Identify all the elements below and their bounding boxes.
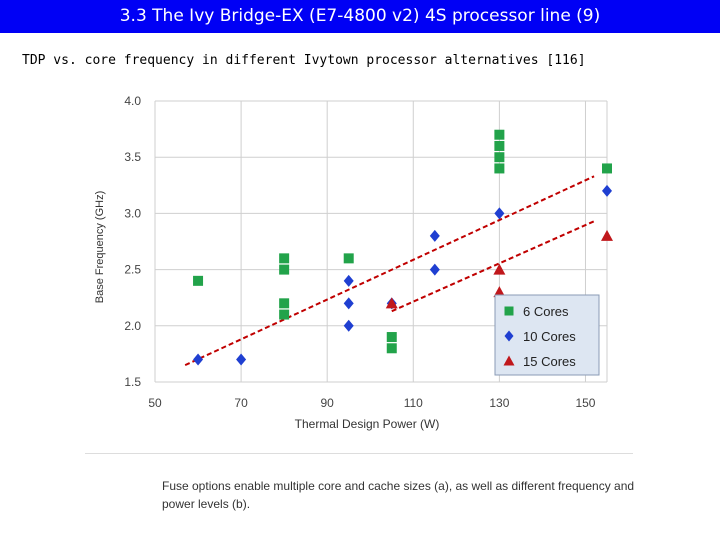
- point-6-cores: [494, 129, 505, 140]
- point-6-cores: [279, 298, 290, 309]
- y-tick-label: 2.5: [124, 263, 141, 277]
- slide-subtitle: TDP vs. core frequency in different Ivyt…: [22, 53, 586, 68]
- y-tick-label: 4.0: [124, 94, 141, 108]
- point-15-cores: [385, 297, 398, 309]
- trendline-layer: [184, 175, 595, 367]
- y-tick-label: 3.5: [124, 150, 141, 164]
- legend-label: 6 Cores: [523, 304, 569, 319]
- point-6-cores: [386, 332, 397, 343]
- point-10-cores: [193, 353, 204, 366]
- point-10-cores: [429, 229, 440, 242]
- grid-layer: [154, 100, 608, 383]
- point-6-cores: [279, 253, 290, 264]
- tick-labels: 1.5 2.0 2.5 3.0 3.5 4.0 50 70 90 110 130 150: [124, 94, 595, 410]
- y-tick-label: 3.0: [124, 206, 141, 220]
- point-10-cores: [429, 263, 440, 276]
- x-tick-label: 150: [575, 396, 595, 410]
- x-tick-label: 130: [489, 396, 509, 410]
- trendline: [391, 220, 595, 313]
- y-tick-label: 2.0: [124, 319, 141, 333]
- point-10-cores: [494, 207, 505, 220]
- point-6-cores: [494, 140, 505, 151]
- legend-marker: [503, 355, 515, 366]
- legend-label: 15 Cores: [523, 354, 576, 369]
- point-6-cores: [494, 163, 505, 174]
- scatter-chart: 1.5 2.0 2.5 3.0 3.5 4.0 50 70 90 110 130 150 Therma…: [94, 94, 613, 431]
- point-15-cores: [493, 286, 506, 298]
- point-10-cores: [602, 184, 612, 197]
- slide-title: 3.3 The Ivy Bridge-EX (E7-4800 v2) 4S pr…: [0, 0, 720, 33]
- point-15-cores: [601, 229, 613, 241]
- point-10-cores: [343, 319, 354, 332]
- legend: 6 Cores 10 Cores 15 Cores: [494, 294, 600, 376]
- point-6-cores: [602, 163, 612, 174]
- legend-label: 10 Cores: [523, 329, 576, 344]
- x-tick-label: 110: [404, 396, 423, 410]
- point-15-cores: [493, 263, 506, 275]
- legend-marker: [504, 306, 514, 316]
- point-6-cores: [343, 253, 354, 264]
- point-10-cores: [343, 274, 354, 287]
- point-6-cores: [386, 343, 397, 354]
- x-axis-label: Thermal Design Power (W): [295, 417, 440, 431]
- trendline: [184, 175, 595, 367]
- point-6-cores: [279, 264, 290, 275]
- x-tick-label: 50: [148, 396, 162, 410]
- point-6-cores: [279, 309, 290, 320]
- legend-marker: [504, 330, 514, 342]
- y-tick-label: 1.5: [124, 375, 141, 389]
- figure-caption: Fuse options enable multiple core and ca…: [162, 479, 635, 511]
- point-10-cores: [236, 353, 247, 366]
- x-tick-label: 70: [234, 396, 248, 410]
- point-6-cores: [193, 275, 204, 286]
- y-axis-label: Base Frequency (GHz): [94, 191, 106, 303]
- x-tick-label: 90: [321, 396, 335, 410]
- point-10-cores: [343, 297, 354, 310]
- divider: [85, 453, 633, 454]
- points-layer: [193, 129, 613, 366]
- point-6-cores: [494, 152, 505, 163]
